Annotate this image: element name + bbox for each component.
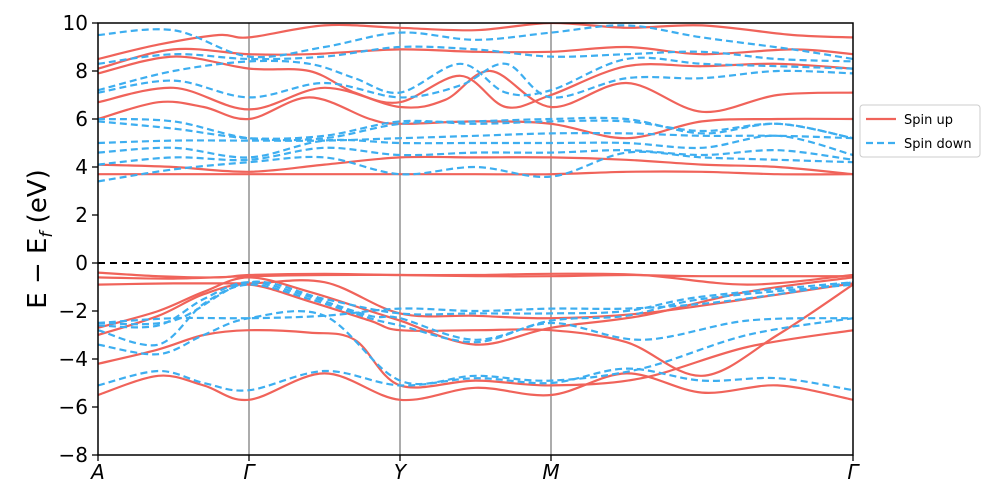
- y-axis-label-sub: f: [37, 229, 57, 238]
- band-line: [98, 119, 853, 140]
- y-tick-label: 2: [75, 203, 88, 227]
- y-axis-label: E − Ef (eV): [23, 169, 57, 309]
- band-line: [98, 309, 853, 386]
- series-spin-down: [98, 24, 853, 392]
- band-line: [98, 367, 853, 392]
- band-line: [98, 116, 853, 142]
- band-lines: [98, 23, 853, 402]
- band-line: [98, 132, 853, 145]
- band-line: [98, 279, 853, 320]
- band-line: [98, 24, 853, 61]
- plot-frame: [97, 22, 854, 456]
- legend-label: Spin down: [904, 137, 972, 152]
- y-tick-label: 8: [75, 59, 88, 83]
- band-line: [98, 146, 853, 166]
- y-tick-label: 4: [75, 155, 88, 179]
- y-axis-label-main: E − E: [23, 238, 53, 309]
- band-line: [98, 55, 853, 109]
- x-tick-label: Γ: [243, 460, 256, 484]
- legend-label: Spin up: [904, 113, 953, 128]
- y-tick-label: −6: [59, 395, 88, 419]
- band-line: [98, 56, 853, 97]
- band-line: [98, 23, 853, 61]
- band-line: [98, 281, 853, 341]
- y-tick-label: 0: [75, 251, 88, 275]
- band-line: [98, 134, 853, 159]
- y-tick-label: 10: [63, 11, 88, 35]
- band-line: [98, 271, 853, 286]
- band-line: [98, 283, 853, 347]
- band-line: [98, 96, 853, 140]
- series-spin-up: [98, 23, 853, 402]
- band-line: [98, 62, 853, 99]
- band-line: [98, 170, 853, 176]
- x-tick-label: Y: [394, 460, 408, 484]
- x-tick-label: Γ: [847, 460, 860, 484]
- band-line: [98, 280, 853, 326]
- band-line: [98, 372, 853, 402]
- y-tick-label: −8: [59, 443, 88, 467]
- y-axis-label-unit: (eV): [23, 169, 53, 231]
- band-line: [98, 281, 853, 325]
- band-line: [98, 155, 853, 176]
- y-tick-label: −4: [59, 347, 88, 371]
- x-tick-label: M: [542, 460, 559, 484]
- band-line: [98, 276, 853, 346]
- y-tick-label: −2: [59, 299, 88, 323]
- y-axis-ticks: −8 −6 −4 −2 0 2 4 6 8 10: [59, 11, 98, 467]
- y-tick-label: 6: [75, 107, 88, 131]
- legend: Spin up Spin down: [859, 104, 981, 158]
- x-tick-label: A: [89, 460, 105, 484]
- band-line: [98, 45, 853, 65]
